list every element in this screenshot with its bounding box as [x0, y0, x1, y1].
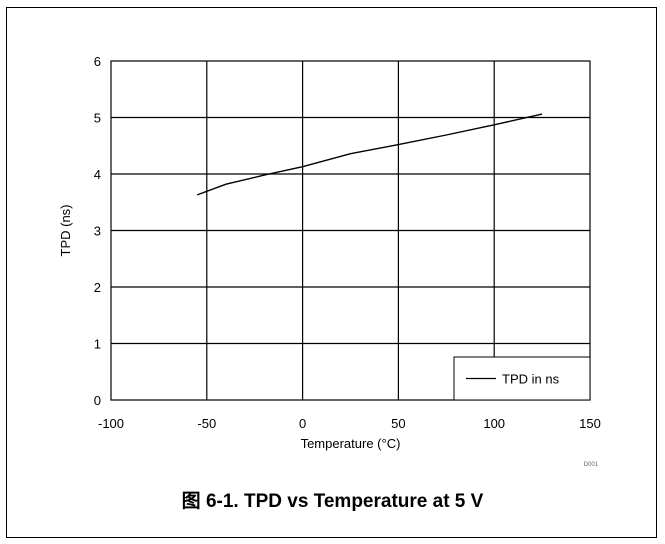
y-tick-label: 4 [94, 167, 101, 182]
grid [111, 61, 590, 400]
x-tick-label: 0 [299, 416, 306, 431]
y-tick-label: 1 [94, 337, 101, 352]
y-axis-title: TPD (ns) [58, 205, 73, 257]
plot-area [110, 60, 591, 401]
series-line [196, 113, 543, 196]
x-axis-title: Temperature (°C) [301, 436, 401, 451]
tick-labels: -100 -50 0 50 100 150 0 1 2 3 4 5 6 [94, 54, 601, 431]
y-tick-label: 3 [94, 224, 101, 239]
series-group [196, 113, 543, 196]
x-tick-label: -100 [98, 416, 124, 431]
y-tick-label: 0 [94, 393, 101, 408]
y-tick-label: 6 [94, 54, 101, 69]
x-tick-label: -50 [197, 416, 216, 431]
x-tick-label: 150 [579, 416, 601, 431]
legend-label: TPD in ns [502, 372, 560, 387]
x-tick-label: 100 [483, 416, 505, 431]
legend: TPD in ns [453, 356, 591, 401]
y-tick-label: 2 [94, 280, 101, 295]
figure-code-label: D001 [584, 462, 599, 468]
x-tick-label: 50 [391, 416, 405, 431]
figure-frame [6, 7, 657, 538]
y-tick-label: 5 [94, 111, 101, 126]
figure-caption: 图 6-1. TPD vs Temperature at 5 V [181, 491, 484, 512]
